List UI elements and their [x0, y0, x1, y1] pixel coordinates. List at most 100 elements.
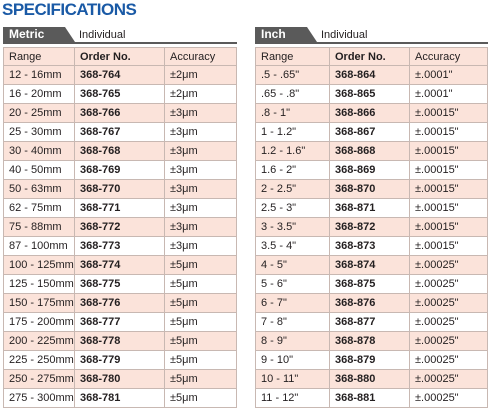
table-cell: ±3μm: [165, 161, 237, 180]
table-cell: 368-769: [75, 161, 165, 180]
table-cell: 20 - 25mm: [3, 104, 75, 123]
table-cell: ±.00025": [410, 351, 488, 370]
table-cell: ±.00015": [410, 237, 488, 256]
table-cell: 368-865: [330, 85, 410, 104]
table-cell: ±5μm: [165, 351, 237, 370]
table-cell: 16 - 20mm: [3, 85, 75, 104]
table-cell: 40 - 50mm: [3, 161, 75, 180]
table-cell: ±.00025": [410, 313, 488, 332]
table-cell: 2.5 - 3": [255, 199, 330, 218]
table-cell: 50 - 63mm: [3, 180, 75, 199]
table-cell: 368-867: [330, 123, 410, 142]
table-cell: ±2μm: [165, 85, 237, 104]
table-cell: 9 - 10": [255, 351, 330, 370]
table-cell: ±.00015": [410, 123, 488, 142]
table-cell: 368-766: [75, 104, 165, 123]
table-cell: 368-772: [75, 218, 165, 237]
table-cell: ±.00025": [410, 370, 488, 389]
table-cell: ±.00015": [410, 161, 488, 180]
table-cell: 4 - 5": [255, 256, 330, 275]
tab-rule: [3, 42, 237, 44]
page-title: SPECIFICATIONS: [2, 0, 137, 19]
table-cell: 368-874: [330, 256, 410, 275]
table-cell: 368-770: [75, 180, 165, 199]
table-cell: 75 - 88mm: [3, 218, 75, 237]
table-cell: 100 - 125mm: [3, 256, 75, 275]
table-cell: .5 - .65": [255, 66, 330, 85]
table-cell: 30 - 40mm: [3, 142, 75, 161]
table-cell: 5 - 6": [255, 275, 330, 294]
table-cell: ±.00015": [410, 199, 488, 218]
table-cell: 87 - 100mm: [3, 237, 75, 256]
table-cell: ±.0001": [410, 85, 488, 104]
table-cell: .8 - 1": [255, 104, 330, 123]
table-cell: 368-873: [330, 237, 410, 256]
table-cell: ±5μm: [165, 294, 237, 313]
header-cell: Order No.: [75, 47, 165, 66]
table-cell: 175 - 200mm: [3, 313, 75, 332]
table-cell: ±3μm: [165, 218, 237, 237]
table-cell: 368-776: [75, 294, 165, 313]
table-cell: 7 - 8": [255, 313, 330, 332]
table-cell: 368-781: [75, 389, 165, 408]
table-cell: ±5μm: [165, 389, 237, 408]
table-cell: 150 - 175mm: [3, 294, 75, 313]
table-cell: 368-876: [330, 294, 410, 313]
table-subtitle: Individual: [79, 29, 126, 41]
table-cell: 368-771: [75, 199, 165, 218]
table-cell: 368-768: [75, 142, 165, 161]
table-cell: ±3μm: [165, 123, 237, 142]
table-cell: ±5μm: [165, 332, 237, 351]
table-cell: 3.5 - 4": [255, 237, 330, 256]
table-subtitle: Individual: [321, 29, 368, 41]
table-cell: 125 - 150mm: [3, 275, 75, 294]
table-cell: 25 - 30mm: [3, 123, 75, 142]
table-cell: 368-879: [330, 351, 410, 370]
table-cell: 368-880: [330, 370, 410, 389]
table-cell: ±2μm: [165, 66, 237, 85]
table-cell: ±.00015": [410, 218, 488, 237]
table-cell: 368-871: [330, 199, 410, 218]
table-cell: 10 - 11": [255, 370, 330, 389]
table-cell: ±.00015": [410, 180, 488, 199]
table-tab: Metric: [3, 27, 75, 42]
table-cell: 12 - 16mm: [3, 66, 75, 85]
table-cell: ±.00025": [410, 389, 488, 408]
table-cell: 368-870: [330, 180, 410, 199]
table-cell: ±.00015": [410, 104, 488, 123]
header-cell: Range: [255, 47, 330, 66]
table-cell: 368-875: [330, 275, 410, 294]
table-cell: 200 - 225mm: [3, 332, 75, 351]
tab-rule: [255, 42, 488, 44]
table-cell: ±.00025": [410, 275, 488, 294]
table-cell: 1.2 - 1.6": [255, 142, 330, 161]
table-cell: 250 - 275mm: [3, 370, 75, 389]
table-cell: 368-774: [75, 256, 165, 275]
table-cell: ±3μm: [165, 142, 237, 161]
table-cell: 8 - 9": [255, 332, 330, 351]
header-cell: Accuracy: [410, 47, 488, 66]
table-cell: 275 - 300mm: [3, 389, 75, 408]
table-cell: 368-780: [75, 370, 165, 389]
table-cell: 368-773: [75, 237, 165, 256]
table-cell: 368-765: [75, 85, 165, 104]
table-cell: 368-864: [330, 66, 410, 85]
table-cell: ±.0001": [410, 66, 488, 85]
table-cell: 368-869: [330, 161, 410, 180]
table-cell: 3 - 3.5": [255, 218, 330, 237]
table-cell: ±5μm: [165, 275, 237, 294]
table-cell: .65 - .8": [255, 85, 330, 104]
table-cell: ±.00025": [410, 332, 488, 351]
table-cell: 11 - 12": [255, 389, 330, 408]
table-cell: 368-877: [330, 313, 410, 332]
table-cell: 62 - 75mm: [3, 199, 75, 218]
table-cell: ±3μm: [165, 180, 237, 199]
header-cell: Accuracy: [165, 47, 237, 66]
table-cell: ±3μm: [165, 237, 237, 256]
header-cell: Order No.: [330, 47, 410, 66]
table-cell: 368-778: [75, 332, 165, 351]
table-cell: ±.00025": [410, 294, 488, 313]
table-cell: 368-767: [75, 123, 165, 142]
table-cell: 368-872: [330, 218, 410, 237]
